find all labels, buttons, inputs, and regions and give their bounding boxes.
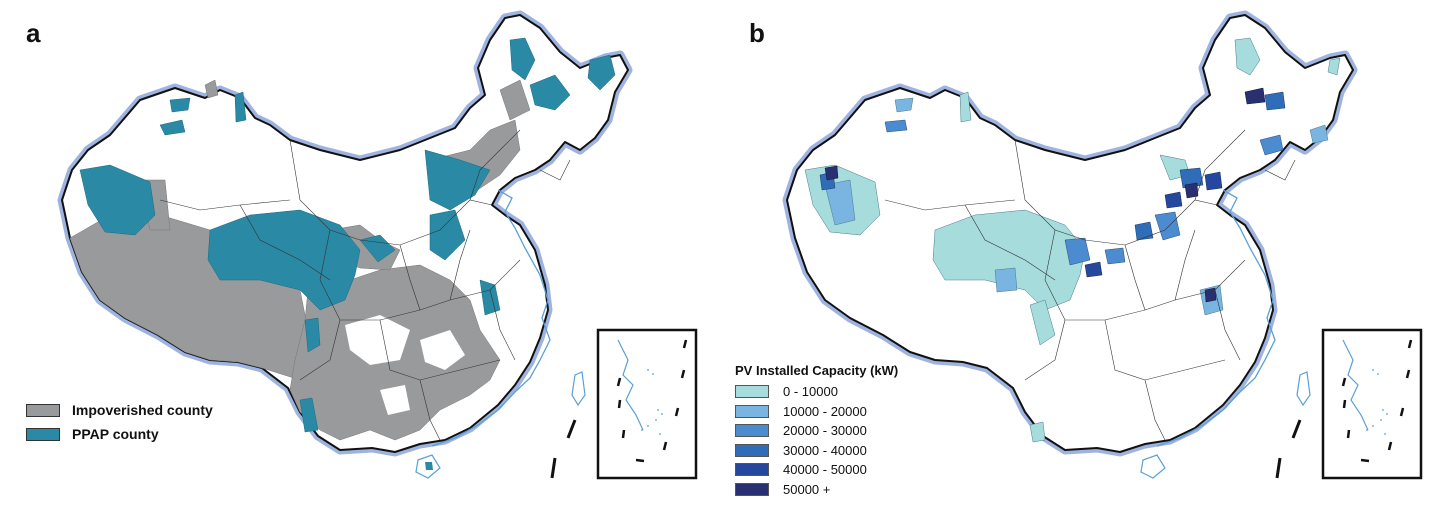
legend-item-tier3: 20000 - 30000	[735, 421, 898, 441]
qinghai-pv	[932, 209, 1086, 311]
tibet-region	[69, 214, 311, 381]
taiwan-island	[1296, 371, 1311, 407]
legend-swatch-tier6	[735, 482, 769, 496]
north-ppap	[424, 149, 491, 211]
china-map-a	[0, 0, 698, 480]
pv-tier3-counties	[884, 119, 1284, 266]
legend-swatch-impoverished	[26, 403, 60, 417]
xinjiang-pv-small	[959, 91, 972, 123]
legend-label-tier4: 30000 - 40000	[783, 442, 867, 458]
hainan-ppap	[425, 462, 433, 470]
panel-a-map: a	[0, 0, 698, 480]
legend-label-ppap: PPAP county	[72, 426, 159, 442]
hainan-island	[1140, 454, 1166, 479]
xinjiang-ppap-small-2	[234, 91, 247, 123]
ne-block	[499, 79, 531, 121]
legend-swatch-tier5	[735, 463, 769, 477]
pv-tier5-counties	[1084, 171, 1223, 278]
legend-swatch-tier1	[735, 385, 769, 399]
nine-dash-line	[1275, 419, 1302, 479]
sichuan-pv	[1029, 299, 1056, 346]
xinjiang-ppap-small-3	[159, 119, 186, 136]
panel-letter-b: b	[749, 18, 765, 48]
ppap-counties	[79, 37, 616, 433]
legend-swatch-ppap	[26, 427, 60, 441]
legend-item-tier6: 50000 +	[735, 480, 898, 500]
sw-ppap	[299, 397, 319, 433]
hebei-ppap	[429, 209, 466, 261]
legend-label-tier3: 20000 - 30000	[783, 423, 867, 439]
sw-pv	[1029, 421, 1046, 443]
legend-item-tier2: 10000 - 20000	[735, 402, 898, 422]
legend-swatch-tier3	[735, 424, 769, 438]
legend-item-ppap: PPAP county	[26, 422, 213, 446]
yunnan-ppap	[304, 317, 321, 353]
taiwan-island	[571, 371, 586, 407]
panel-letter-a: a	[26, 18, 41, 48]
pv-tier6-counties	[824, 87, 1266, 303]
nine-dash-line	[550, 419, 577, 479]
china-map-b	[715, 0, 1423, 480]
legend-b-title: PV Installed Capacity (kW)	[735, 363, 899, 378]
qinghai-ppap	[207, 209, 361, 311]
legend-label-tier5: 40000 - 50000	[783, 462, 867, 478]
legend-item-impoverished: Impoverished county	[26, 398, 213, 422]
legend-label-tier1: 0 - 10000	[783, 384, 838, 400]
legend-label-impoverished: Impoverished county	[72, 402, 213, 418]
legend-b: PV Installed Capacity (kW) 0 - 10000 100…	[735, 363, 898, 499]
legend-label-tier2: 10000 - 20000	[783, 403, 867, 419]
ne-ppap-2	[529, 74, 571, 111]
pv-tier2-counties	[824, 97, 1329, 316]
non-impoverished-holes	[345, 315, 465, 415]
south-china-sea-inset	[1321, 328, 1423, 480]
xinjiang-north	[204, 79, 219, 99]
legend-label-tier6: 50000 +	[783, 481, 831, 497]
ne-pv-2	[1327, 57, 1341, 76]
south-china-sea-inset	[596, 328, 698, 480]
shaanxi-ppap	[359, 234, 396, 263]
ne-ppap-3	[587, 54, 616, 91]
panel-b-map: b	[715, 0, 1430, 512]
legend-swatch-tier4	[735, 443, 769, 457]
legend-item-tier4: 30000 - 40000	[735, 441, 898, 461]
legend-item-tier5: 40000 - 50000	[735, 460, 898, 480]
xinjiang-ppap-small-1	[169, 97, 191, 113]
central-ppap	[479, 279, 501, 316]
legend-swatch-tier2	[735, 404, 769, 418]
xinjiang-west-ppap	[79, 164, 156, 236]
ne-pv-1	[1234, 37, 1261, 76]
legend-a: Impoverished county PPAP county	[26, 398, 213, 446]
legend-item-tier1: 0 - 10000	[735, 382, 898, 402]
ne-ppap-1	[509, 37, 536, 81]
